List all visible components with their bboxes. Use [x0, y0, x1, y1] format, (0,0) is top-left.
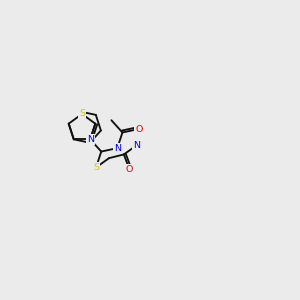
Text: O: O — [126, 165, 133, 174]
Text: N: N — [87, 135, 94, 144]
Text: S: S — [79, 110, 85, 118]
Text: O: O — [135, 124, 142, 134]
Text: N: N — [114, 144, 121, 153]
Text: N: N — [133, 141, 140, 150]
Text: S: S — [93, 163, 99, 172]
